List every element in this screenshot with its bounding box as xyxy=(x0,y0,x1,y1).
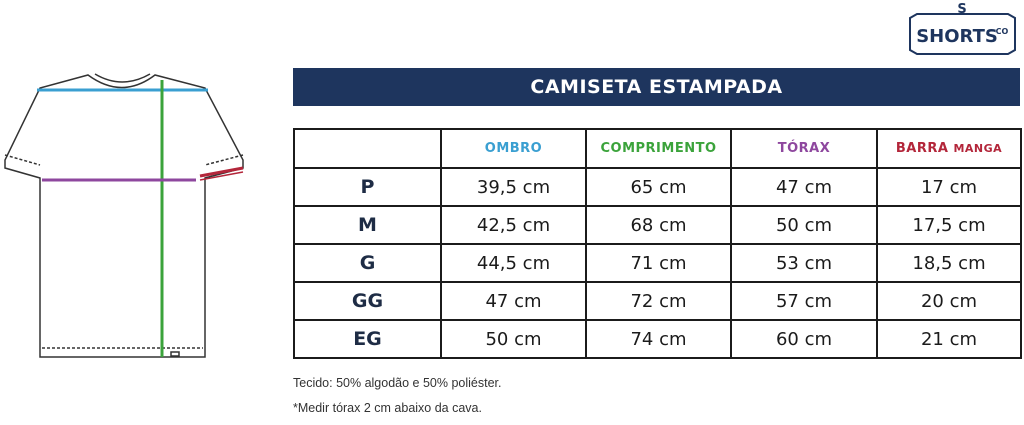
size-row: G 44,5 cm 71 cm 53 cm 18,5 cm xyxy=(293,243,1022,283)
measure-cell: 21 cm xyxy=(876,319,1022,359)
tshirt-diagram xyxy=(4,73,244,358)
measure-cell: 17 cm xyxy=(876,167,1022,207)
measure-cell: 50 cm xyxy=(730,205,878,245)
measure-cell: 72 cm xyxy=(585,281,732,321)
measure-cell: 42,5 cm xyxy=(440,205,587,245)
measure-cell: 68 cm xyxy=(585,205,732,245)
column-label-small: MANGA xyxy=(953,142,1003,155)
measure-cell: 47 cm xyxy=(440,281,587,321)
measure-cell: 47 cm xyxy=(730,167,878,207)
measure-cell: 18,5 cm xyxy=(876,243,1022,283)
column-header: BARRA MANGA xyxy=(876,128,1022,169)
note: Tecido: 50% algodão e 50% poliéster. xyxy=(293,376,502,390)
logo-suffix: CO xyxy=(996,27,1009,36)
size-cell: P xyxy=(293,167,442,207)
size-cell: G xyxy=(293,243,442,283)
column-label: OMBRO xyxy=(484,141,543,156)
measure-cell: 71 cm xyxy=(585,243,732,283)
measure-cell: 44,5 cm xyxy=(440,243,587,283)
column-label: TÓRAX xyxy=(777,141,831,156)
size-cell: GG xyxy=(293,281,442,321)
title-bar: CAMISETA ESTAMPADA xyxy=(293,68,1020,106)
size-row: EG 50 cm 74 cm 60 cm 21 cm xyxy=(293,319,1022,359)
measure-cell: 60 cm xyxy=(730,319,878,359)
sleeve-line xyxy=(199,166,244,178)
logo-name: SHORTS xyxy=(916,26,998,47)
logo-mark: S xyxy=(957,2,966,17)
sleeve-line xyxy=(199,171,244,181)
measure-cell: 50 cm xyxy=(440,319,587,359)
measure-cell: 53 cm xyxy=(730,243,878,283)
header-row: OMBRO COMPRIMENTO TÓRAX BARRA MANGA xyxy=(293,128,1022,169)
size-cell: EG xyxy=(293,319,442,359)
size-table: OMBRO COMPRIMENTO TÓRAX BARRA MANGA P 39,5 cm… xyxy=(293,128,1022,359)
measure-cell: 39,5 cm xyxy=(440,167,587,207)
size-row: M 42,5 cm 68 cm 50 cm 17,5 cm xyxy=(293,205,1022,245)
measure-cell: 20 cm xyxy=(876,281,1022,321)
measure-cell: 57 cm xyxy=(730,281,878,321)
column-header: OMBRO xyxy=(440,128,587,169)
column-header: COMPRIMENTO xyxy=(585,128,732,169)
column-label: BARRA xyxy=(895,141,949,156)
logo: S SHORTS CO xyxy=(909,2,1016,55)
measure-cell: 74 cm xyxy=(585,319,732,359)
column-label: COMPRIMENTO xyxy=(600,141,717,156)
note: *Medir tórax 2 cm abaixo da cava. xyxy=(293,401,482,415)
measure-cell: 65 cm xyxy=(585,167,732,207)
size-row: GG 47 cm 72 cm 57 cm 20 cm xyxy=(293,281,1022,321)
corner-cell xyxy=(293,128,442,169)
column-header: TÓRAX xyxy=(730,128,878,169)
size-cell: M xyxy=(293,205,442,245)
measure-cell: 17,5 cm xyxy=(876,205,1022,245)
size-row: P 39,5 cm 65 cm 47 cm 17 cm xyxy=(293,167,1022,207)
